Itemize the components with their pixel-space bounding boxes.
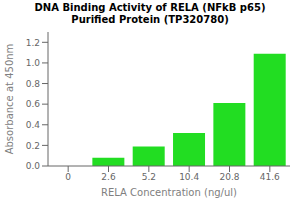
- svg-text:0.2: 0.2: [26, 141, 40, 151]
- svg-text:RELA Concentration (ng/ul): RELA Concentration (ng/ul): [101, 187, 237, 198]
- svg-text:0.0: 0.0: [26, 161, 41, 171]
- html-text:Purified Protein (TP320780): Purified Protein (TP320780): [71, 14, 229, 25]
- svg-text:0.8: 0.8: [26, 79, 41, 89]
- svg-text:1.2: 1.2: [26, 38, 40, 48]
- svg-text:Absorbance at 450nm: Absorbance at 450nm: [8, 44, 15, 155]
- svg-text:41.6: 41.6: [260, 172, 280, 182]
- svg-text:10.4: 10.4: [179, 172, 199, 182]
- svg-text:20.8: 20.8: [219, 172, 239, 182]
- svg-text:0.6: 0.6: [26, 99, 41, 109]
- svg-text:5.2: 5.2: [142, 172, 156, 182]
- svg-text:0.4: 0.4: [26, 120, 41, 130]
- html-text:DNA Binding Activity of RELA (: DNA Binding Activity of RELA (NFkB p65): [34, 2, 266, 13]
- svg-text:2.6: 2.6: [101, 172, 116, 182]
- svg-text:0: 0: [65, 172, 71, 182]
- svg-text:1.0: 1.0: [26, 58, 41, 68]
